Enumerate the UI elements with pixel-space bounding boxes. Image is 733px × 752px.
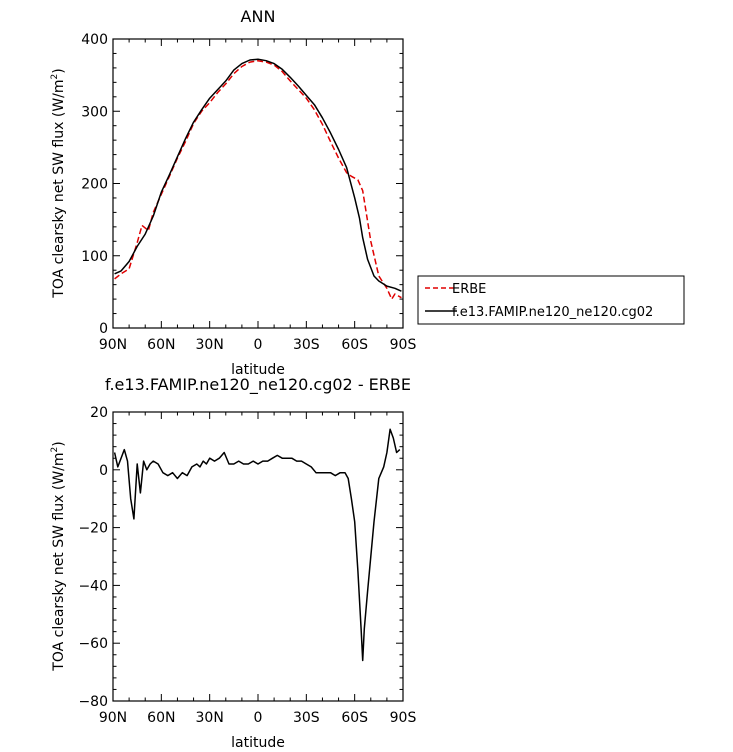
bottom-x-tick-label: 60N — [147, 710, 175, 726]
bottom-y-tick-label: −80 — [78, 694, 108, 710]
bottom-x-tick-label: 90S — [390, 710, 417, 726]
top-y-label-main: TOA clearsky net SW flux (W/m — [51, 79, 67, 298]
bottom-series-difference — [113, 428, 401, 662]
bottom-y-tick-label: 20 — [90, 405, 108, 421]
top-panel: ANN 90N 60N 30N 0 30S 60S 90S 0 100 200 300 400 lat… — [50, 7, 416, 378]
top-x-axis-label: latitude — [231, 362, 285, 378]
bottom-y-tick-label: −60 — [78, 636, 108, 652]
top-y-tick-label: 100 — [81, 249, 108, 265]
bottom-y-tick-label: −40 — [78, 578, 108, 594]
bottom-x-tick-label: 0 — [254, 710, 263, 726]
bottom-chart-title: f.e13.FAMIP.ne120_ne120.cg02 - ERBE — [105, 375, 411, 395]
top-x-tick-label: 30N — [196, 337, 224, 353]
legend-box — [417, 275, 685, 325]
top-y-label-sup: 2 — [50, 74, 60, 80]
bottom-x-tick-label: 30S — [293, 710, 320, 726]
bottom-y-tick-label: −20 — [78, 521, 108, 537]
top-y-tick-label: 200 — [81, 177, 108, 193]
bottom-x-tick-label: 30N — [196, 710, 224, 726]
top-x-tick-label: 60S — [341, 337, 368, 353]
bottom-y-axis-label: TOA clearsky net SW flux (W/m2) — [50, 441, 67, 671]
legend: ERBE f.e13.FAMIP.ne120_ne120.cg02 — [417, 275, 685, 325]
top-y-label-end: ) — [51, 68, 67, 73]
bottom-x-tick-label: 90N — [99, 710, 127, 726]
legend-label-model: f.e13.FAMIP.ne120_ne120.cg02 — [452, 305, 653, 320]
top-x-tick-label: 30S — [293, 337, 320, 353]
bottom-y-label-main: TOA clearsky net SW flux (W/m — [51, 452, 67, 671]
top-x-tick-label: 90N — [99, 337, 127, 353]
top-x-tick-label: 0 — [254, 337, 263, 353]
bottom-panel: f.e13.FAMIP.ne120_ne120.cg02 - ERBE 90N 6… — [50, 375, 416, 751]
top-series-f-e13-famip-ne120-ne120-cg02 — [114, 58, 402, 292]
top-x-tick-label: 90S — [390, 337, 417, 353]
bottom-plot-frame — [112, 411, 404, 702]
top-y-tick-label: 300 — [81, 104, 108, 120]
legend-label-erbe: ERBE — [452, 282, 486, 297]
bottom-x-axis-label: latitude — [231, 735, 285, 751]
top-y-tick-label: 400 — [81, 32, 108, 48]
bottom-x-tick-label: 60S — [341, 710, 368, 726]
bottom-y-label-end: ) — [51, 441, 67, 446]
top-chart-title: ANN — [241, 7, 276, 26]
top-x-tick-label: 60N — [147, 337, 175, 353]
bottom-y-tick-label: 0 — [99, 463, 108, 479]
top-series-erbe — [114, 59, 402, 300]
top-y-axis-label: TOA clearsky net SW flux (W/m2) — [50, 68, 67, 298]
bottom-y-label-sup: 2 — [50, 447, 60, 453]
top-y-tick-label: 0 — [99, 321, 108, 337]
